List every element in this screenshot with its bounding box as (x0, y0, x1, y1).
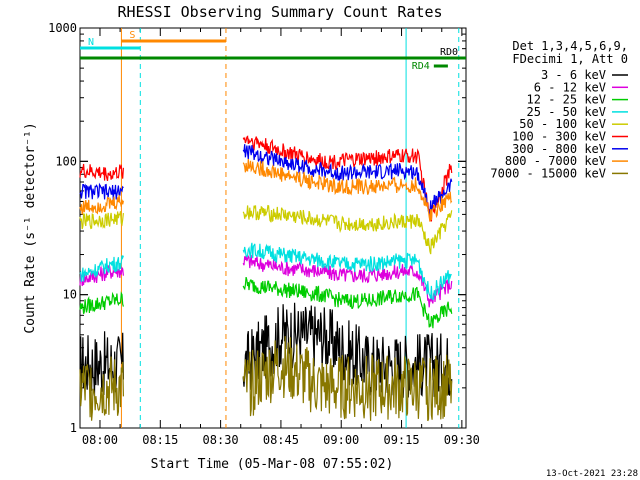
legend-entry-label: 3 - 6 keV (541, 68, 606, 82)
flag-label-rd4: RD4 (412, 61, 430, 72)
y-tick-label: 100 (55, 154, 77, 168)
series-100to300keV (79, 135, 453, 222)
series-300to800keV (79, 144, 453, 215)
x-tick-label: 08:30 (203, 433, 239, 447)
series-trace (79, 194, 124, 215)
x-axis-label: Start Time (05-Mar-08 07:55:02) (151, 457, 394, 472)
series-trace (242, 242, 452, 301)
chart-title: RHESSI Observing Summary Count Rates (117, 3, 442, 21)
legend-entry-label: 25 - 50 keV (527, 105, 606, 119)
legend-entry-label: 100 - 300 keV (512, 130, 606, 144)
series-trace (79, 331, 124, 396)
x-tick-label: 08:00 (82, 433, 118, 447)
y-tick-label: 1 (70, 421, 77, 435)
series-trace (79, 265, 124, 287)
y-tick-label: 1000 (48, 21, 77, 35)
legend-header-1: Det 1,3,4,5,6,9, (512, 39, 628, 53)
series-7000to15000keV (79, 336, 453, 422)
timestamp: 13-Oct-2021 23:28 (546, 469, 638, 479)
series-6to12keV (79, 254, 453, 308)
flag-label-rd0: RD0 (440, 47, 458, 58)
flag-label-n: N (88, 37, 94, 48)
x-tick-label: 09:30 (444, 433, 480, 447)
y-tick-label: 10 (63, 288, 77, 302)
legend-entry-label: 50 - 100 keV (519, 117, 606, 131)
series-800to7000keV (79, 158, 453, 222)
legend: Det 1,3,4,5,6,9, FDecimi 1, Att 0 3 - 6 … (490, 39, 628, 180)
series-trace (242, 144, 453, 215)
series-12to25keV (79, 276, 453, 329)
x-tick-label: 09:00 (323, 433, 359, 447)
series-trace (79, 356, 124, 421)
x-tick-label: 08:45 (263, 433, 299, 447)
legend-entry-label: 6 - 12 keV (534, 80, 606, 94)
series-trace (242, 204, 453, 255)
x-tick-label: 09:15 (383, 433, 419, 447)
series-50to100keV (79, 204, 453, 255)
series-trace (79, 163, 124, 182)
series-trace (79, 182, 124, 200)
series-trace (242, 135, 453, 222)
legend-entry-label: 800 - 7000 keV (505, 154, 606, 168)
legend-entry-label: 7000 - 15000 keV (490, 166, 606, 180)
series-trace (242, 158, 453, 222)
series-trace (79, 291, 124, 315)
flag-label-s: S (129, 30, 135, 41)
series-trace (242, 254, 453, 308)
legend-header-2: FDecimi 1, Att 0 (512, 52, 628, 66)
series-25to50keV (79, 242, 452, 301)
series-trace (242, 276, 453, 329)
axes-frame (79, 27, 467, 429)
legend-entry-label: 12 - 25 keV (527, 93, 606, 107)
legend-entry-label: 300 - 800 keV (512, 142, 606, 156)
y-axis-label: Count Rate (s⁻¹ detector⁻¹) (23, 122, 38, 333)
plot-area: 1 10 100 1000 08:00 08:15 08:30 08:45 09:00 09:15… (48, 21, 480, 447)
x-tick-label: 08:15 (142, 433, 178, 447)
series-trace (242, 336, 453, 422)
series-trace (79, 211, 124, 230)
series-trace (79, 255, 124, 282)
